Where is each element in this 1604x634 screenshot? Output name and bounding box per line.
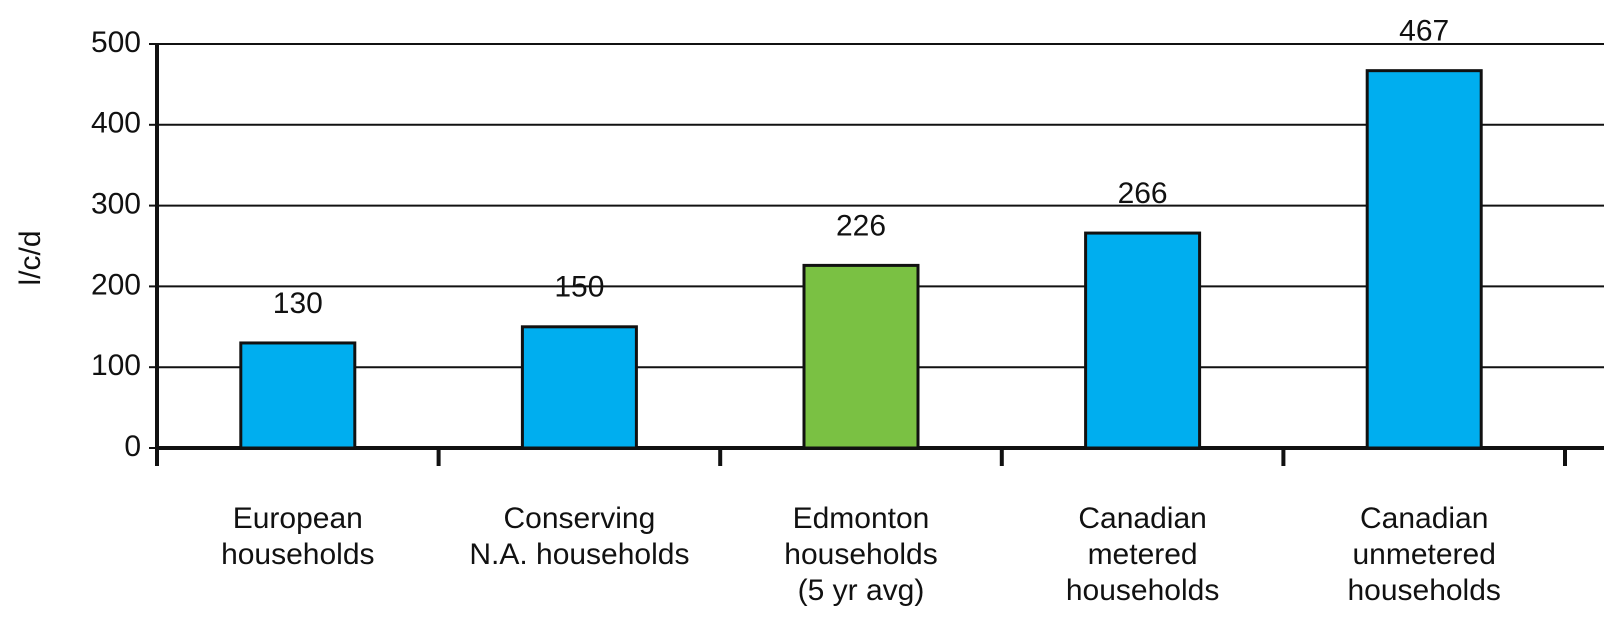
x-tick-label: European xyxy=(233,502,363,535)
data-label: 130 xyxy=(273,287,323,320)
y-axis-label: l/c/d xyxy=(14,230,47,285)
bar xyxy=(520,325,638,450)
bar xyxy=(1084,231,1202,450)
y-tick-label: 100 xyxy=(91,349,141,382)
bar xyxy=(1365,69,1483,450)
y-tick-label: 0 xyxy=(124,430,141,463)
data-label: 467 xyxy=(1399,15,1449,48)
x-tick-label: unmetered xyxy=(1352,538,1495,571)
x-tick-label: Conserving xyxy=(504,502,656,535)
y-tick-label: 500 xyxy=(91,26,141,59)
y-tick-label: 400 xyxy=(91,107,141,140)
y-tick-label: 200 xyxy=(91,268,141,301)
data-label: 266 xyxy=(1118,177,1168,210)
x-tick-label: N.A. households xyxy=(469,538,689,571)
bar xyxy=(239,341,357,450)
y-tick-label: 300 xyxy=(91,188,141,221)
x-tick-label: households xyxy=(784,538,937,571)
x-tick-label: Canadian xyxy=(1360,502,1488,535)
x-tick-label: households xyxy=(1347,574,1500,607)
data-label: 150 xyxy=(554,271,604,304)
bar xyxy=(802,263,920,450)
x-tick-label: households xyxy=(1066,574,1219,607)
data-label: 226 xyxy=(836,209,886,242)
x-tick-label: (5 yr avg) xyxy=(798,574,925,607)
x-tick-label: metered xyxy=(1088,538,1198,571)
x-tick-label: Edmonton xyxy=(793,502,930,535)
x-tick-label: households xyxy=(221,538,374,571)
x-tick-label: Canadian xyxy=(1078,502,1206,535)
